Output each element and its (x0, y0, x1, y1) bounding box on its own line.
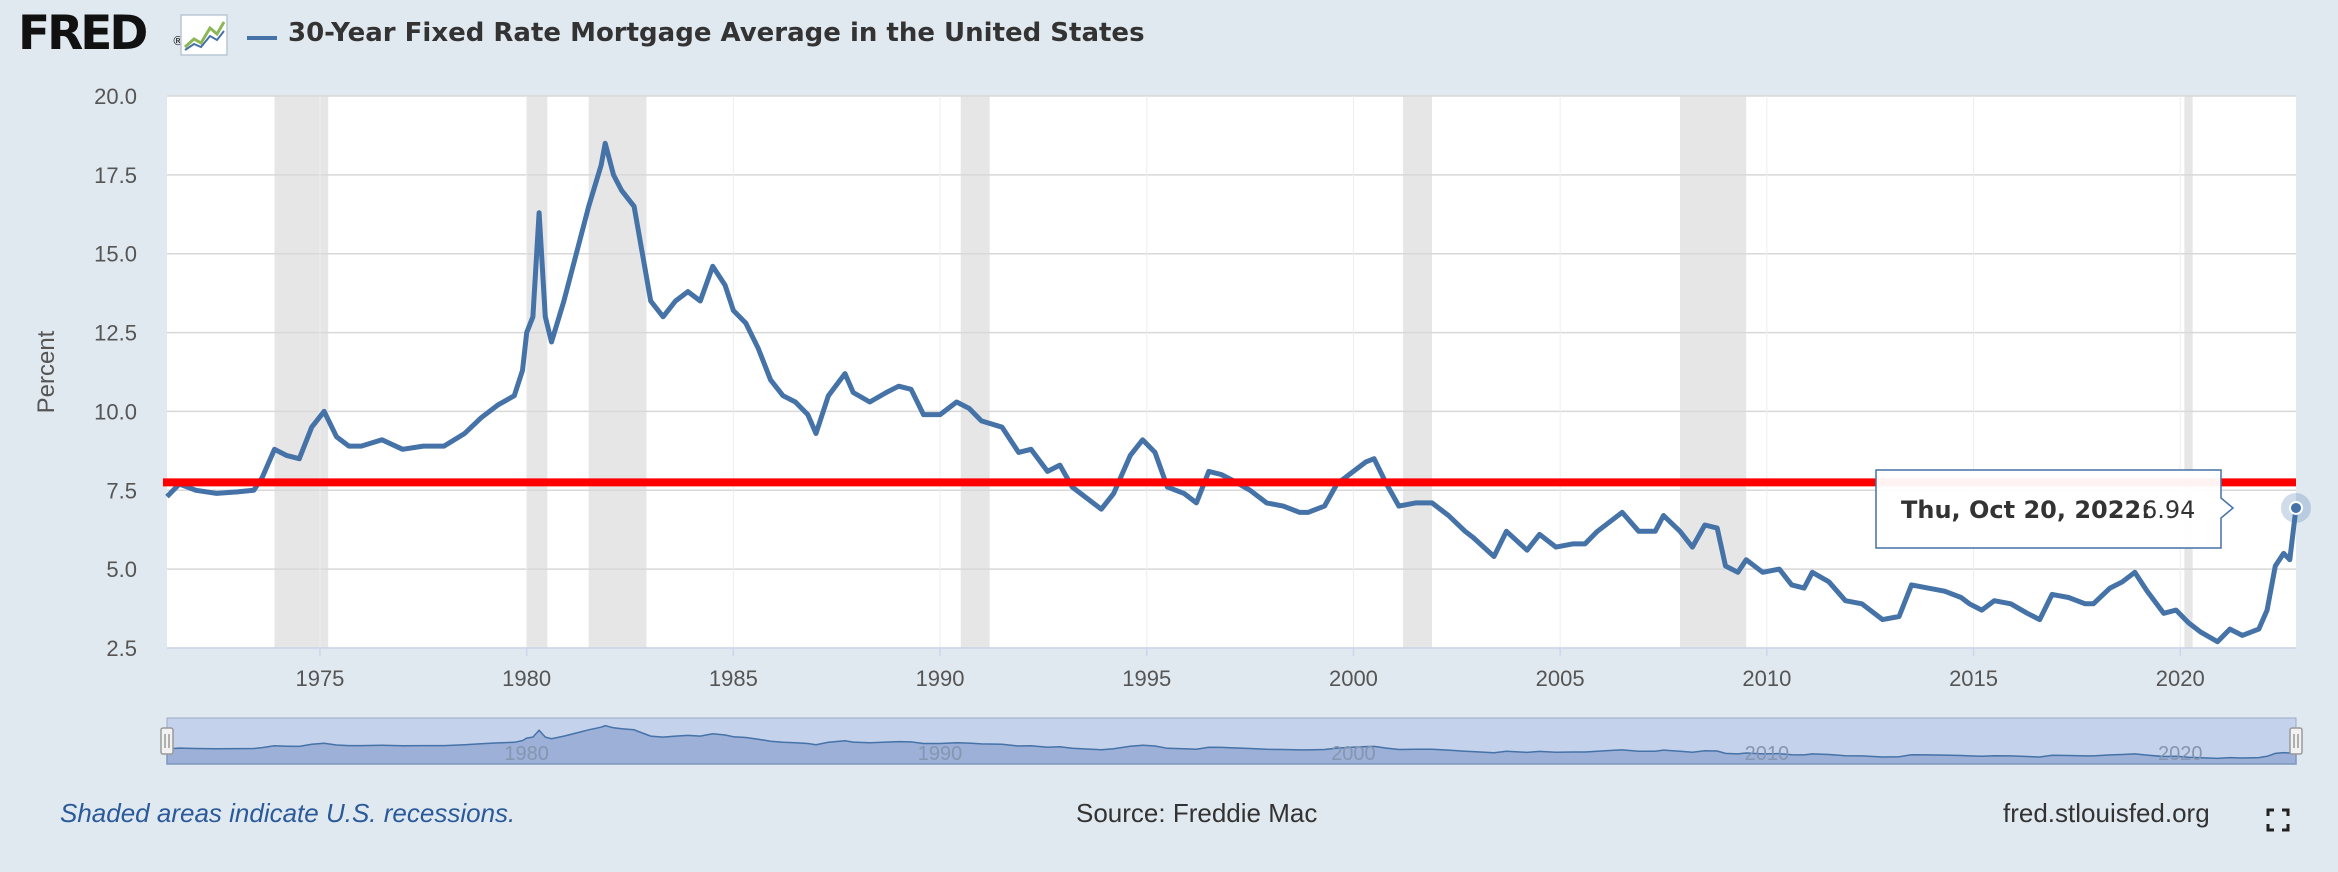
navigator-handle-body (2289, 727, 2303, 755)
y-tick-label: 17.5 (94, 163, 137, 188)
x-tick-label: 2015 (1949, 666, 1998, 691)
navigator-handle-right[interactable] (2289, 727, 2303, 755)
recession-band (1680, 96, 1747, 648)
source-text: Source: Freddie Mac (1076, 798, 1318, 828)
y-tick-label: 15.0 (94, 242, 137, 267)
recession-band (960, 96, 990, 648)
x-tick-label: 2000 (1329, 666, 1378, 691)
y-tick-label: 2.5 (106, 636, 137, 661)
navigator-label: 2000 (1331, 743, 1376, 765)
recession-band (526, 96, 548, 648)
tooltip-date: Thu, Oct 20, 2022: (1901, 496, 2151, 524)
navigator-handle-body (160, 727, 174, 755)
hover-marker[interactable] (2289, 500, 2303, 515)
recession-band (1403, 96, 1432, 648)
plot-background (167, 96, 2296, 648)
recession-band (274, 96, 329, 648)
x-tick-label: 2020 (2156, 666, 2205, 691)
y-tick-label: 20.0 (94, 84, 137, 109)
y-tick-label: 5.0 (106, 557, 137, 582)
fred-graph-icon (180, 14, 228, 56)
y-tick-label: 10.0 (94, 399, 137, 424)
tooltip-box (1875, 469, 2235, 549)
y-tick-label: 7.5 (106, 478, 137, 503)
tooltip-value: 6.94 (2142, 496, 2195, 524)
navigator-label: 2010 (1745, 743, 1790, 765)
x-tick-label: 1995 (1122, 666, 1171, 691)
recession-note: Shaded areas indicate U.S. recessions. (60, 798, 516, 828)
navigator-label: 2020 (2158, 743, 2203, 765)
x-tick-label: 2010 (1742, 666, 1791, 691)
navigator-label: 1990 (918, 743, 963, 765)
chart-header: FRED ® 30-Year Fixed Rate Mortgage Avera… (0, 0, 2338, 78)
navigator-handle-left[interactable] (160, 727, 174, 755)
series-line[interactable] (165, 140, 2299, 645)
x-tick-label: 1985 (709, 666, 758, 691)
chart-area: 2.5 5.0 7.5 10.0 12.5 15.0 17.5 20.0 1975 1980 19… (33, 84, 2311, 765)
legend-series-line (247, 36, 277, 40)
navigator-series (166, 724, 2297, 765)
fullscreen-icon[interactable] (2266, 808, 2290, 832)
x-tick-label: 1980 (502, 666, 551, 691)
navigator-label: 1980 (504, 743, 549, 765)
y-axis-label: Percent (33, 330, 60, 413)
x-tick-label: 2005 (1536, 666, 1585, 691)
y-tick-label: 12.5 (94, 321, 137, 346)
fred-logo[interactable]: FRED (18, 6, 148, 61)
fred-url-link[interactable]: fred.stlouisfed.org (2003, 798, 2210, 828)
x-tick-label: 1990 (916, 666, 965, 691)
chart-title: 30-Year Fixed Rate Mortgage Average in t… (288, 18, 1145, 48)
recession-band (2184, 96, 2193, 648)
x-tick-label: 1975 (295, 666, 344, 691)
